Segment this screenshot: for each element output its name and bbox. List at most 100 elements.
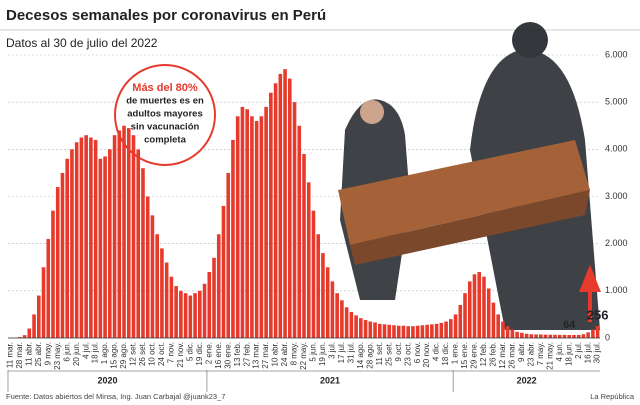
- y-tick-label: 0: [605, 332, 610, 342]
- bar: [586, 332, 590, 338]
- bar: [297, 125, 302, 338]
- bar: [373, 322, 377, 338]
- x-tick-label: 12 set.: [129, 342, 138, 366]
- x-tick-label: 15 ene.: [460, 342, 469, 369]
- x-tick-label: 29 ene.: [470, 342, 479, 369]
- x-tick-label: 19 jun.: [318, 342, 327, 366]
- bar: [344, 307, 349, 338]
- bar: [548, 334, 553, 338]
- bar: [572, 334, 576, 338]
- bar: [55, 187, 60, 338]
- x-tick-label: 11 mar.: [5, 342, 14, 368]
- bar: [453, 314, 458, 338]
- bar: [235, 116, 240, 338]
- bar: [169, 276, 174, 338]
- y-tick-label: 6.000: [605, 49, 628, 59]
- x-tick-label: 4 jun.: [555, 342, 564, 362]
- bar: [420, 325, 425, 338]
- bar: [240, 106, 245, 338]
- bar: [89, 137, 93, 338]
- bar: [501, 321, 505, 338]
- x-tick-label: 1 ene.: [451, 342, 460, 364]
- bar: [70, 149, 74, 338]
- bar: [311, 210, 316, 338]
- bar: [392, 325, 396, 338]
- y-tick-label: 1.000: [605, 285, 628, 295]
- x-tick-label: 30 jul.: [593, 342, 602, 363]
- data-label: 64: [563, 319, 576, 331]
- bar: [51, 210, 55, 338]
- x-tick-label: 25 abr.: [34, 342, 43, 366]
- bar: [112, 135, 117, 338]
- x-tick-label: 3 jul.: [328, 342, 337, 359]
- bar: [231, 139, 235, 338]
- x-tick-label: 30 ene.: [223, 342, 232, 369]
- year-label: 2020: [97, 375, 117, 385]
- x-tick-label: 9 oct.: [394, 342, 403, 362]
- x-tick-label: 8 may.: [290, 342, 299, 365]
- bar: [449, 319, 453, 338]
- bar: [543, 334, 548, 338]
- x-tick-label: 5 jun.: [309, 342, 318, 362]
- annotation-line: de muertes es en: [126, 96, 204, 107]
- x-tick-label: 9 may.: [43, 342, 52, 365]
- bar: [250, 116, 254, 338]
- x-tick-label: 20 nov.: [422, 342, 431, 368]
- bar: [472, 274, 477, 338]
- x-tick-label: 27 feb.: [242, 342, 251, 366]
- bar: [264, 106, 268, 338]
- bar: [46, 238, 51, 338]
- bar: [193, 293, 197, 338]
- bar: [330, 281, 335, 338]
- bar: [93, 139, 98, 338]
- x-tick-label: 10 oct.: [148, 342, 157, 366]
- annotation-line: Más del 80%: [132, 82, 198, 94]
- x-tick-label: 15 ago.: [110, 342, 119, 369]
- y-tick-label: 5.000: [605, 97, 628, 107]
- bar: [141, 168, 145, 338]
- x-tick-label: 29 ago.: [119, 342, 128, 369]
- bar: [103, 156, 107, 338]
- bar: [505, 326, 510, 338]
- data-label: 256: [587, 307, 609, 322]
- bar: [439, 322, 444, 338]
- bar: [515, 331, 519, 338]
- x-tick-label: 19 dic.: [195, 342, 204, 366]
- bar: [198, 290, 202, 338]
- bar: [458, 304, 463, 338]
- year-label: 2021: [320, 375, 340, 385]
- bar: [567, 334, 572, 338]
- y-tick-label: 4.000: [605, 144, 628, 154]
- bar: [335, 293, 339, 338]
- x-tick-label: 23 may.: [53, 342, 62, 370]
- bar: [160, 248, 164, 338]
- bar: [164, 262, 169, 338]
- bar: [477, 271, 482, 338]
- photo: [338, 22, 600, 330]
- bar: [467, 281, 472, 338]
- bar: [595, 325, 600, 338]
- bar: [562, 334, 567, 338]
- x-tick-label: 6 nov.: [413, 342, 422, 363]
- bar: [354, 315, 358, 338]
- x-tick-label: 12 feb.: [479, 342, 488, 366]
- x-tick-label: 17 jul.: [337, 342, 346, 363]
- bar: [150, 215, 155, 338]
- bar: [463, 293, 467, 338]
- bar: [108, 149, 112, 338]
- bar: [359, 318, 363, 338]
- bar: [581, 334, 586, 338]
- bar: [539, 334, 543, 338]
- bar: [382, 324, 387, 338]
- bar: [145, 196, 150, 338]
- x-tick-label: 16 jul.: [583, 342, 592, 363]
- x-tick-label: 23 oct.: [403, 342, 412, 366]
- bar: [245, 109, 249, 338]
- bar: [41, 267, 46, 338]
- x-tick-label: 12 mar.: [498, 342, 507, 369]
- bar: [22, 335, 27, 338]
- bar: [401, 325, 406, 338]
- bar: [415, 325, 420, 338]
- bar: [207, 271, 212, 338]
